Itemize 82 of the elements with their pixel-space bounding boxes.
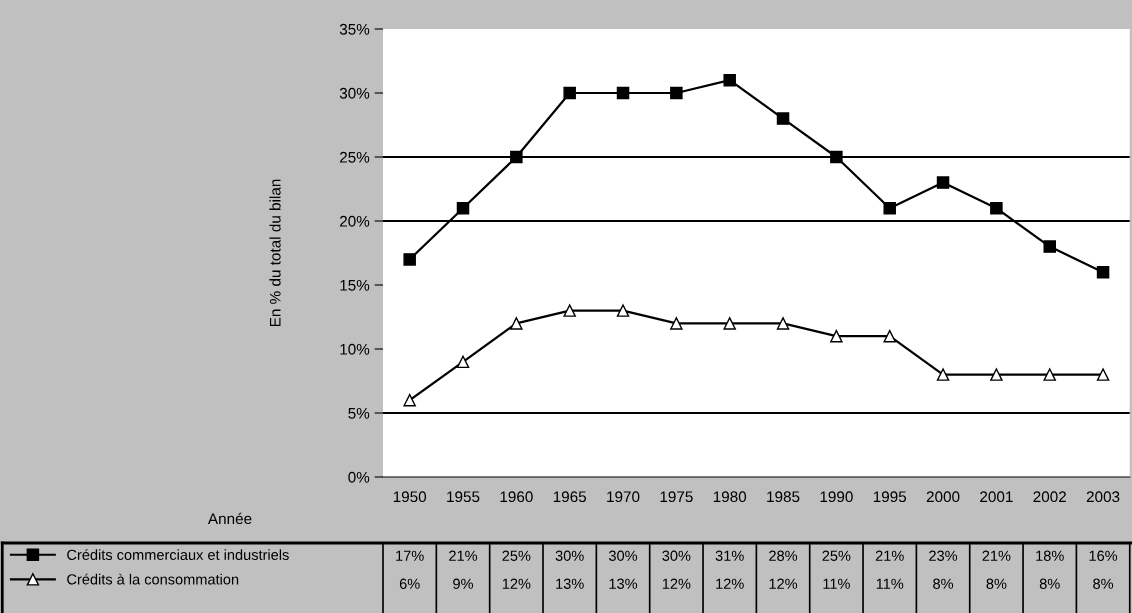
point <box>990 368 1003 381</box>
point <box>563 86 576 100</box>
data-label: 12% <box>716 578 744 589</box>
legend-label: Crédits commerciaux et industriels <box>67 549 289 561</box>
point <box>723 317 736 330</box>
data-label: 21% <box>449 550 478 561</box>
point <box>776 317 790 330</box>
data-label: 25% <box>822 550 851 561</box>
point <box>936 176 950 189</box>
data-label: 21% <box>875 550 904 561</box>
y-tick-label: 30% <box>339 87 370 99</box>
y-tick-label: 10% <box>340 343 370 355</box>
data-label: 31% <box>715 550 744 561</box>
data-label: 12% <box>662 578 691 589</box>
point <box>723 73 736 87</box>
point <box>990 201 1003 215</box>
data-label: 16% <box>1089 550 1118 561</box>
x-tick-label: 1960 <box>500 491 533 503</box>
point <box>510 317 523 330</box>
point <box>883 201 896 215</box>
data-label: 17% <box>396 550 424 561</box>
y-tick-label: 25% <box>340 151 370 163</box>
data-label: 30% <box>662 550 691 561</box>
data-label: 12% <box>502 578 531 589</box>
point <box>1096 368 1110 381</box>
point <box>510 150 523 164</box>
point <box>670 86 683 100</box>
data-label: 13% <box>609 578 638 589</box>
data-label: 8% <box>1093 578 1114 589</box>
x-tick-label: 1950 <box>393 491 427 503</box>
x-tick-label: 1985 <box>767 491 800 503</box>
data-label: 30% <box>608 550 638 561</box>
data-label: 8% <box>933 578 954 589</box>
point <box>776 112 790 125</box>
data-label: 28% <box>769 550 798 561</box>
data-label: 9% <box>453 578 474 589</box>
legend-label: Crédits à la consommation <box>67 573 239 585</box>
y-tick-label: 5% <box>348 407 370 419</box>
x-tick-label: 1990 <box>820 491 853 503</box>
point <box>1043 240 1056 253</box>
y-tick-label: 35% <box>339 23 370 35</box>
text: Année <box>207 512 252 525</box>
y-tick-label: 15% <box>340 279 370 291</box>
point <box>563 304 576 317</box>
x-tick-label: 1970 <box>607 491 640 503</box>
x-tick-label: 1975 <box>660 491 693 503</box>
data-label: 8% <box>1039 578 1060 589</box>
point <box>883 329 896 343</box>
point <box>936 368 950 381</box>
point <box>1043 368 1056 381</box>
point <box>1096 265 1110 279</box>
x-tick-label: 1995 <box>873 491 907 503</box>
point <box>616 86 630 100</box>
data-label: 13% <box>556 578 584 589</box>
point <box>616 304 630 317</box>
x-tick-label: 2003 <box>1086 491 1120 503</box>
data-label: 6% <box>399 578 420 589</box>
data-label: 18% <box>1036 550 1064 561</box>
data-label: 23% <box>929 550 958 561</box>
x-tick-label: 1965 <box>553 491 587 503</box>
data-label: 8% <box>986 578 1007 589</box>
data-label: 25% <box>502 550 531 561</box>
data-label: 11% <box>876 578 904 589</box>
x-tick-label: 2002 <box>1033 491 1066 503</box>
point <box>670 317 683 330</box>
data-label: 11% <box>823 578 850 589</box>
point <box>403 253 416 266</box>
point <box>830 150 843 164</box>
x-tick-label: 1955 <box>447 491 480 503</box>
x-tick-label: 1980 <box>713 491 747 503</box>
point <box>830 329 843 343</box>
point <box>456 355 470 369</box>
y-tick-label: 20% <box>340 215 370 227</box>
data-label: 12% <box>769 578 798 589</box>
x-tick-label: 2001 <box>980 491 1013 503</box>
point <box>456 201 470 215</box>
y-tick-label: 0% <box>348 471 370 483</box>
y-axis-title: En % du total du bilan <box>269 179 281 327</box>
point <box>403 393 416 407</box>
data-label: 21% <box>982 550 1011 561</box>
data-label: 30% <box>555 550 584 561</box>
x-tick-label: 2000 <box>926 491 960 503</box>
